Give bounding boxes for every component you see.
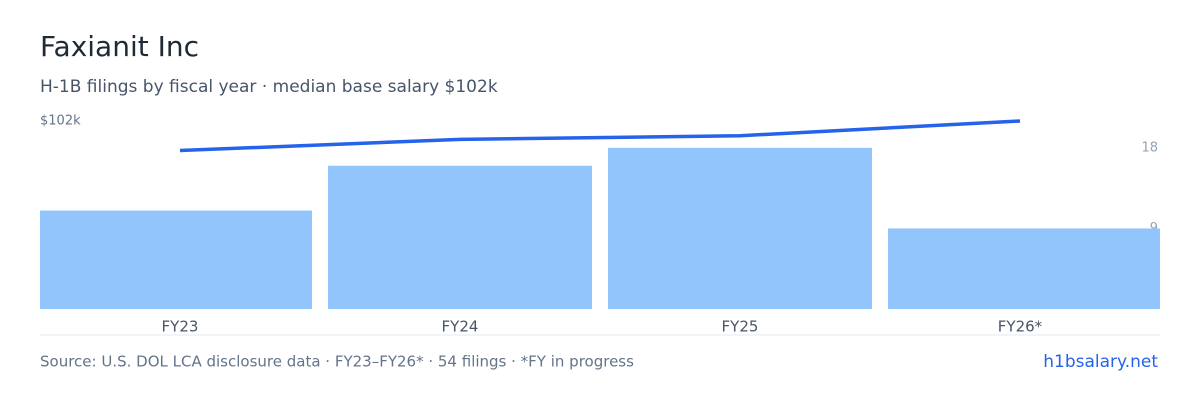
source-note: Source: U.S. DOL LCA disclosure data · F…	[40, 353, 634, 371]
y-tick-label: $102k	[40, 114, 81, 129]
y2-tick-label: 18	[1141, 140, 1158, 155]
x-tick-label: FY26*	[998, 318, 1043, 336]
bar	[40, 210, 312, 309]
site-link[interactable]: h1bsalary.net	[1043, 352, 1158, 372]
bar	[608, 147, 872, 309]
chart-subtitle: H-1B filings by fiscal year · median bas…	[40, 77, 498, 97]
bar	[888, 228, 1160, 309]
x-tick-label: FY24	[442, 318, 479, 336]
chart-title: Faxianit Inc	[40, 30, 199, 63]
x-tick-label: FY23	[162, 318, 199, 336]
x-tick-label: FY25	[722, 318, 759, 336]
salary-line	[179, 119, 1021, 153]
bar	[328, 165, 592, 309]
